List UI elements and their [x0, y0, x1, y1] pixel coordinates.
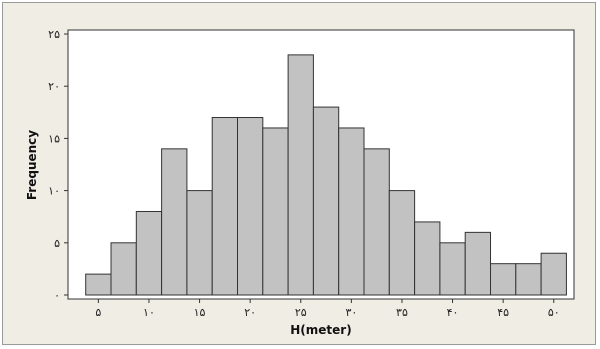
x-tick-label: ۵ — [95, 306, 101, 319]
histogram-bar — [464, 231, 492, 296]
histogram-bar — [363, 148, 390, 296]
bars-group — [85, 54, 567, 296]
x-tick-label: ۱۵ — [194, 306, 206, 319]
histogram-bar — [161, 148, 188, 296]
x-tick-label: ۵۰ — [548, 306, 560, 319]
histogram-bar — [515, 263, 542, 296]
histogram-bar — [186, 190, 213, 296]
x-ticks-group: ۵ ۱۰ ۱۵ ۲۰ ۲۵ ۳۰ ۳۵ ۴۰ ۴۵ ۵۰ — [95, 299, 560, 319]
x-tick-label: ۱۰ — [143, 306, 155, 319]
histogram-bar — [110, 242, 137, 296]
histogram-bar — [262, 127, 289, 296]
y-ticks-group: ۰ ۵ ۱۰ ۱۵ ۲۰ ۲۵ — [48, 28, 68, 302]
x-tick-label: ۳۵ — [396, 306, 408, 319]
y-axis-title: Frequency — [25, 130, 39, 200]
y-tick-label: ۲۰ — [48, 80, 60, 93]
y-tick-label: ۱۰ — [48, 185, 60, 198]
y-tick-label: ۰ — [54, 289, 60, 302]
y-tick-label: ۲۵ — [48, 28, 60, 41]
histogram-bar — [211, 117, 239, 296]
histogram-bar — [490, 263, 517, 296]
x-tick-label: ۲۵ — [295, 306, 307, 319]
histogram-bar — [439, 242, 466, 296]
x-tick-label: ۴۰ — [447, 306, 459, 319]
x-axis-title: H(meter) — [290, 323, 351, 337]
y-tick-label: ۵ — [54, 237, 60, 250]
y-tick-label: ۱۵ — [48, 132, 60, 145]
histogram-bar — [312, 106, 340, 296]
histogram-bar — [287, 54, 314, 296]
histogram-bar — [85, 273, 112, 296]
histogram-bar — [540, 252, 567, 296]
histogram-bar — [237, 117, 264, 296]
x-tick-label: ۴۵ — [497, 306, 509, 319]
histogram-bar — [388, 190, 416, 296]
histogram-bar — [414, 221, 441, 296]
x-tick-label: ۳۰ — [345, 306, 357, 319]
histogram-bar — [338, 127, 365, 296]
x-tick-label: ۲۰ — [244, 306, 256, 319]
histogram-bar — [135, 210, 163, 296]
